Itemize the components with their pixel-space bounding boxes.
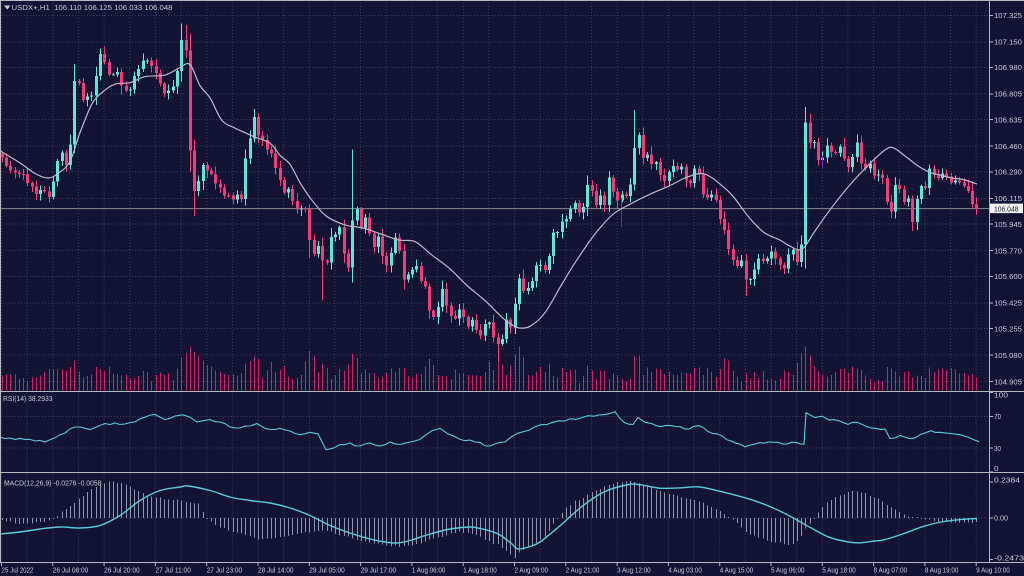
svg-text:26 Jul 20:00: 26 Jul 20:00 — [104, 566, 140, 575]
svg-text:106.115: 106.115 — [994, 194, 1022, 203]
svg-text:1 Aug 18:00: 1 Aug 18:00 — [463, 566, 497, 575]
svg-text:106.805: 106.805 — [994, 90, 1022, 99]
svg-text:105.945: 105.945 — [994, 220, 1022, 229]
svg-text:106.980: 106.980 — [994, 63, 1022, 72]
svg-text:2 Aug 21:00: 2 Aug 21:00 — [566, 566, 600, 575]
svg-text:25 Jul 2022: 25 Jul 2022 — [2, 566, 34, 575]
svg-text:29 Jul 17:00: 29 Jul 17:00 — [361, 566, 397, 575]
svg-text:107.150: 107.150 — [994, 38, 1022, 47]
svg-text:106.290: 106.290 — [994, 168, 1022, 177]
svg-text:4 Aug 03:00: 4 Aug 03:00 — [668, 566, 702, 575]
svg-text:105.080: 105.080 — [994, 351, 1022, 360]
svg-text:8 Aug 07:00: 8 Aug 07:00 — [874, 566, 908, 575]
svg-text:27 Jul 11:00: 27 Jul 11:00 — [155, 566, 191, 575]
svg-text:3 Aug 12:00: 3 Aug 12:00 — [617, 566, 651, 575]
svg-text:106.460: 106.460 — [994, 142, 1022, 151]
svg-text:0.2384: 0.2384 — [994, 475, 1020, 484]
svg-text:26 Jul 08:00: 26 Jul 08:00 — [53, 566, 89, 575]
svg-text:105.770: 105.770 — [994, 246, 1022, 255]
svg-text:106.635: 106.635 — [994, 115, 1022, 124]
svg-text:USDX+,H1 106.110 106.125 106.: USDX+,H1 106.110 106.125 106.033 106.048 — [12, 3, 173, 12]
svg-text:5 Aug 06:00: 5 Aug 06:00 — [771, 566, 805, 575]
svg-text:9 Aug 10:00: 9 Aug 10:00 — [976, 566, 1010, 575]
svg-text:0.00: 0.00 — [994, 514, 1008, 523]
svg-text:105.425: 105.425 — [994, 299, 1022, 308]
svg-text:28 Jul 14:00: 28 Jul 14:00 — [258, 566, 294, 575]
svg-text:MACD(12,26,9) -0.0276 -0.0058: MACD(12,26,9) -0.0276 -0.0058 — [4, 479, 102, 488]
svg-text:106.048: 106.048 — [994, 204, 1019, 213]
svg-text:0: 0 — [994, 464, 999, 473]
svg-text:30: 30 — [994, 444, 1001, 453]
svg-text:107.325: 107.325 — [994, 11, 1022, 20]
svg-text:8 Aug 19:00: 8 Aug 19:00 — [925, 566, 959, 575]
svg-text:27 Jul 23:00: 27 Jul 23:00 — [207, 566, 243, 575]
svg-text:1 Aug 06:00: 1 Aug 06:00 — [412, 566, 446, 575]
svg-text:105.255: 105.255 — [994, 324, 1022, 333]
svg-text:29 Jul 05:00: 29 Jul 05:00 — [309, 566, 345, 575]
svg-text:-0.2473: -0.2473 — [994, 554, 1024, 563]
svg-text:4 Aug 15:00: 4 Aug 15:00 — [720, 566, 754, 575]
svg-text:105.600: 105.600 — [994, 272, 1022, 281]
svg-text:RSI(14) 38.2933: RSI(14) 38.2933 — [3, 394, 53, 403]
svg-text:2 Aug 09:00: 2 Aug 09:00 — [515, 566, 549, 575]
svg-text:5 Aug 18:00: 5 Aug 18:00 — [822, 566, 856, 575]
svg-text:70: 70 — [994, 412, 1001, 421]
svg-text:100: 100 — [994, 390, 1008, 399]
svg-text:104.905: 104.905 — [994, 377, 1022, 386]
